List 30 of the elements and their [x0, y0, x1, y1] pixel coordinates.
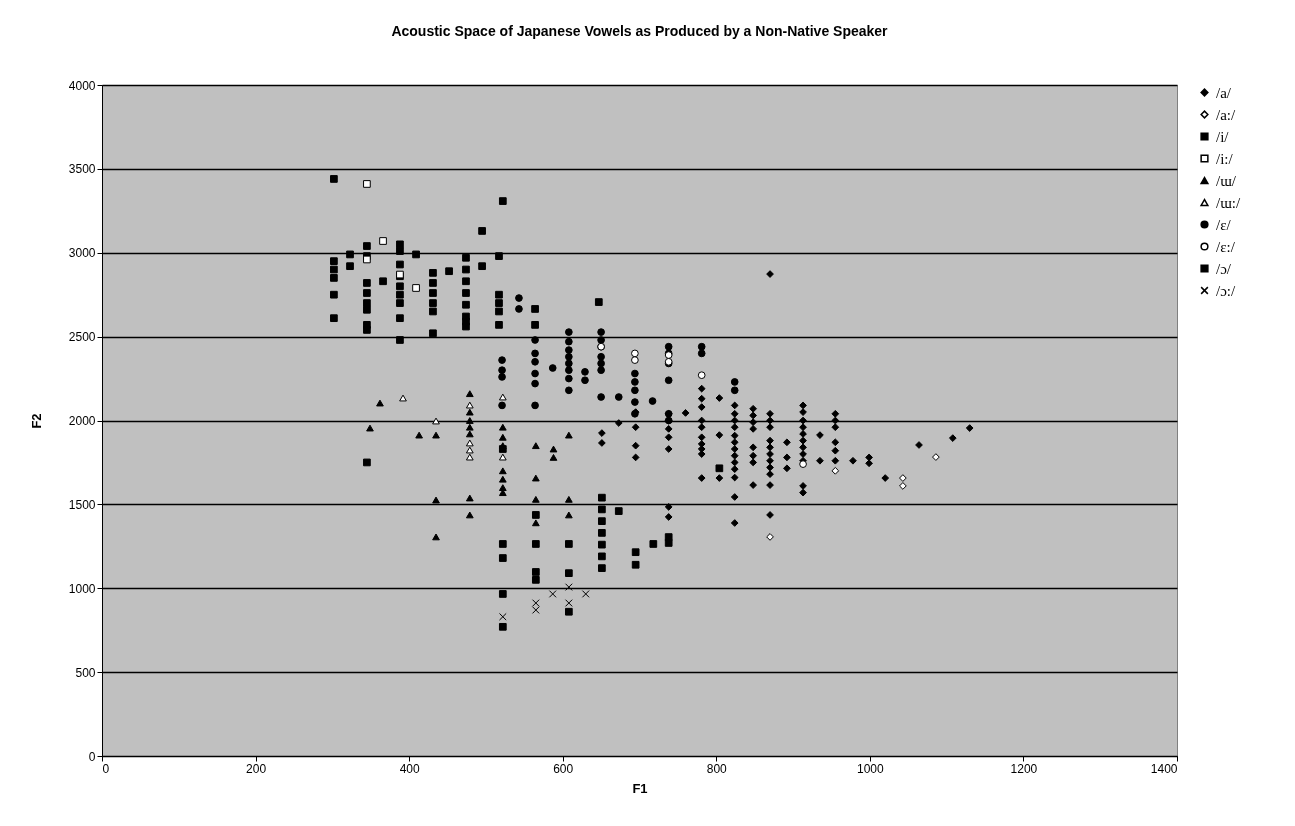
y-tick-label: 1500 — [68, 497, 96, 512]
legend-label: /ɔ:/ — [1216, 282, 1236, 299]
y-axis-title: F2 — [28, 413, 44, 429]
x-axis-title: F1 — [632, 780, 648, 796]
legend-label: /a:/ — [1216, 106, 1236, 123]
y-tick-label: 2000 — [68, 414, 96, 428]
x-tick-label: 1000 — [857, 761, 885, 776]
x-tick-label: 1400 — [1150, 761, 1178, 776]
legend-label: /i/ — [1216, 128, 1230, 145]
legend-label: /ɯ/ — [1216, 172, 1237, 189]
y-tick-label: 3500 — [68, 162, 96, 177]
legend-label: /ɔ/ — [1216, 260, 1232, 277]
legend-label: /ε/ — [1216, 216, 1232, 233]
y-tick-label: 3000 — [68, 246, 96, 261]
x-tick-label: 1200 — [1010, 761, 1038, 776]
x-tick-label: 800 — [706, 761, 728, 776]
y-tick-label: 4000 — [68, 78, 96, 93]
y-tick-label: 500 — [75, 665, 96, 680]
x-tick-label: 400 — [399, 761, 420, 776]
legend-label: /a/ — [1216, 84, 1232, 101]
legend-label: /ε:/ — [1216, 238, 1236, 255]
x-tick-label: 600 — [553, 761, 574, 776]
legend-label: /ɯ:/ — [1216, 194, 1241, 211]
y-tick-label: 0 — [88, 749, 96, 764]
x-tick-label: 0 — [102, 761, 110, 776]
y-tick-label: 1000 — [68, 581, 96, 596]
legend-label: /i:/ — [1216, 150, 1234, 167]
x-tick-label: 200 — [246, 761, 267, 776]
chart-title: Acoustic Space of Japanese Vowels as Produced by a Non-Native Speaker — [391, 23, 889, 39]
y-tick-label: 2500 — [68, 330, 96, 345]
